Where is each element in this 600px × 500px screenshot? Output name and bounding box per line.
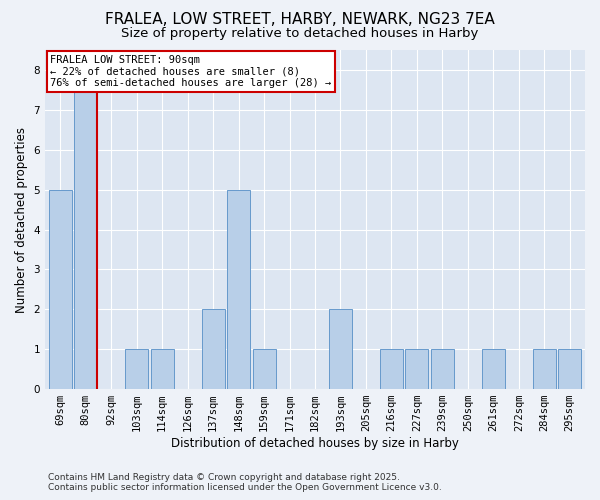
Text: FRALEA, LOW STREET, HARBY, NEWARK, NG23 7EA: FRALEA, LOW STREET, HARBY, NEWARK, NG23 … bbox=[105, 12, 495, 28]
Bar bbox=[482, 349, 505, 389]
Bar bbox=[533, 349, 556, 389]
Bar bbox=[227, 190, 250, 389]
Bar bbox=[202, 310, 224, 389]
Text: Contains HM Land Registry data © Crown copyright and database right 2025.
Contai: Contains HM Land Registry data © Crown c… bbox=[48, 473, 442, 492]
Bar bbox=[151, 349, 173, 389]
Bar bbox=[125, 349, 148, 389]
Bar bbox=[74, 70, 97, 389]
Y-axis label: Number of detached properties: Number of detached properties bbox=[15, 126, 28, 312]
Text: FRALEA LOW STREET: 90sqm
← 22% of detached houses are smaller (8)
76% of semi-de: FRALEA LOW STREET: 90sqm ← 22% of detach… bbox=[50, 55, 332, 88]
Bar bbox=[406, 349, 428, 389]
Bar bbox=[380, 349, 403, 389]
X-axis label: Distribution of detached houses by size in Harby: Distribution of detached houses by size … bbox=[171, 437, 459, 450]
Bar bbox=[253, 349, 275, 389]
Bar bbox=[558, 349, 581, 389]
Bar bbox=[49, 190, 72, 389]
Bar bbox=[329, 310, 352, 389]
Text: Size of property relative to detached houses in Harby: Size of property relative to detached ho… bbox=[121, 28, 479, 40]
Bar bbox=[431, 349, 454, 389]
